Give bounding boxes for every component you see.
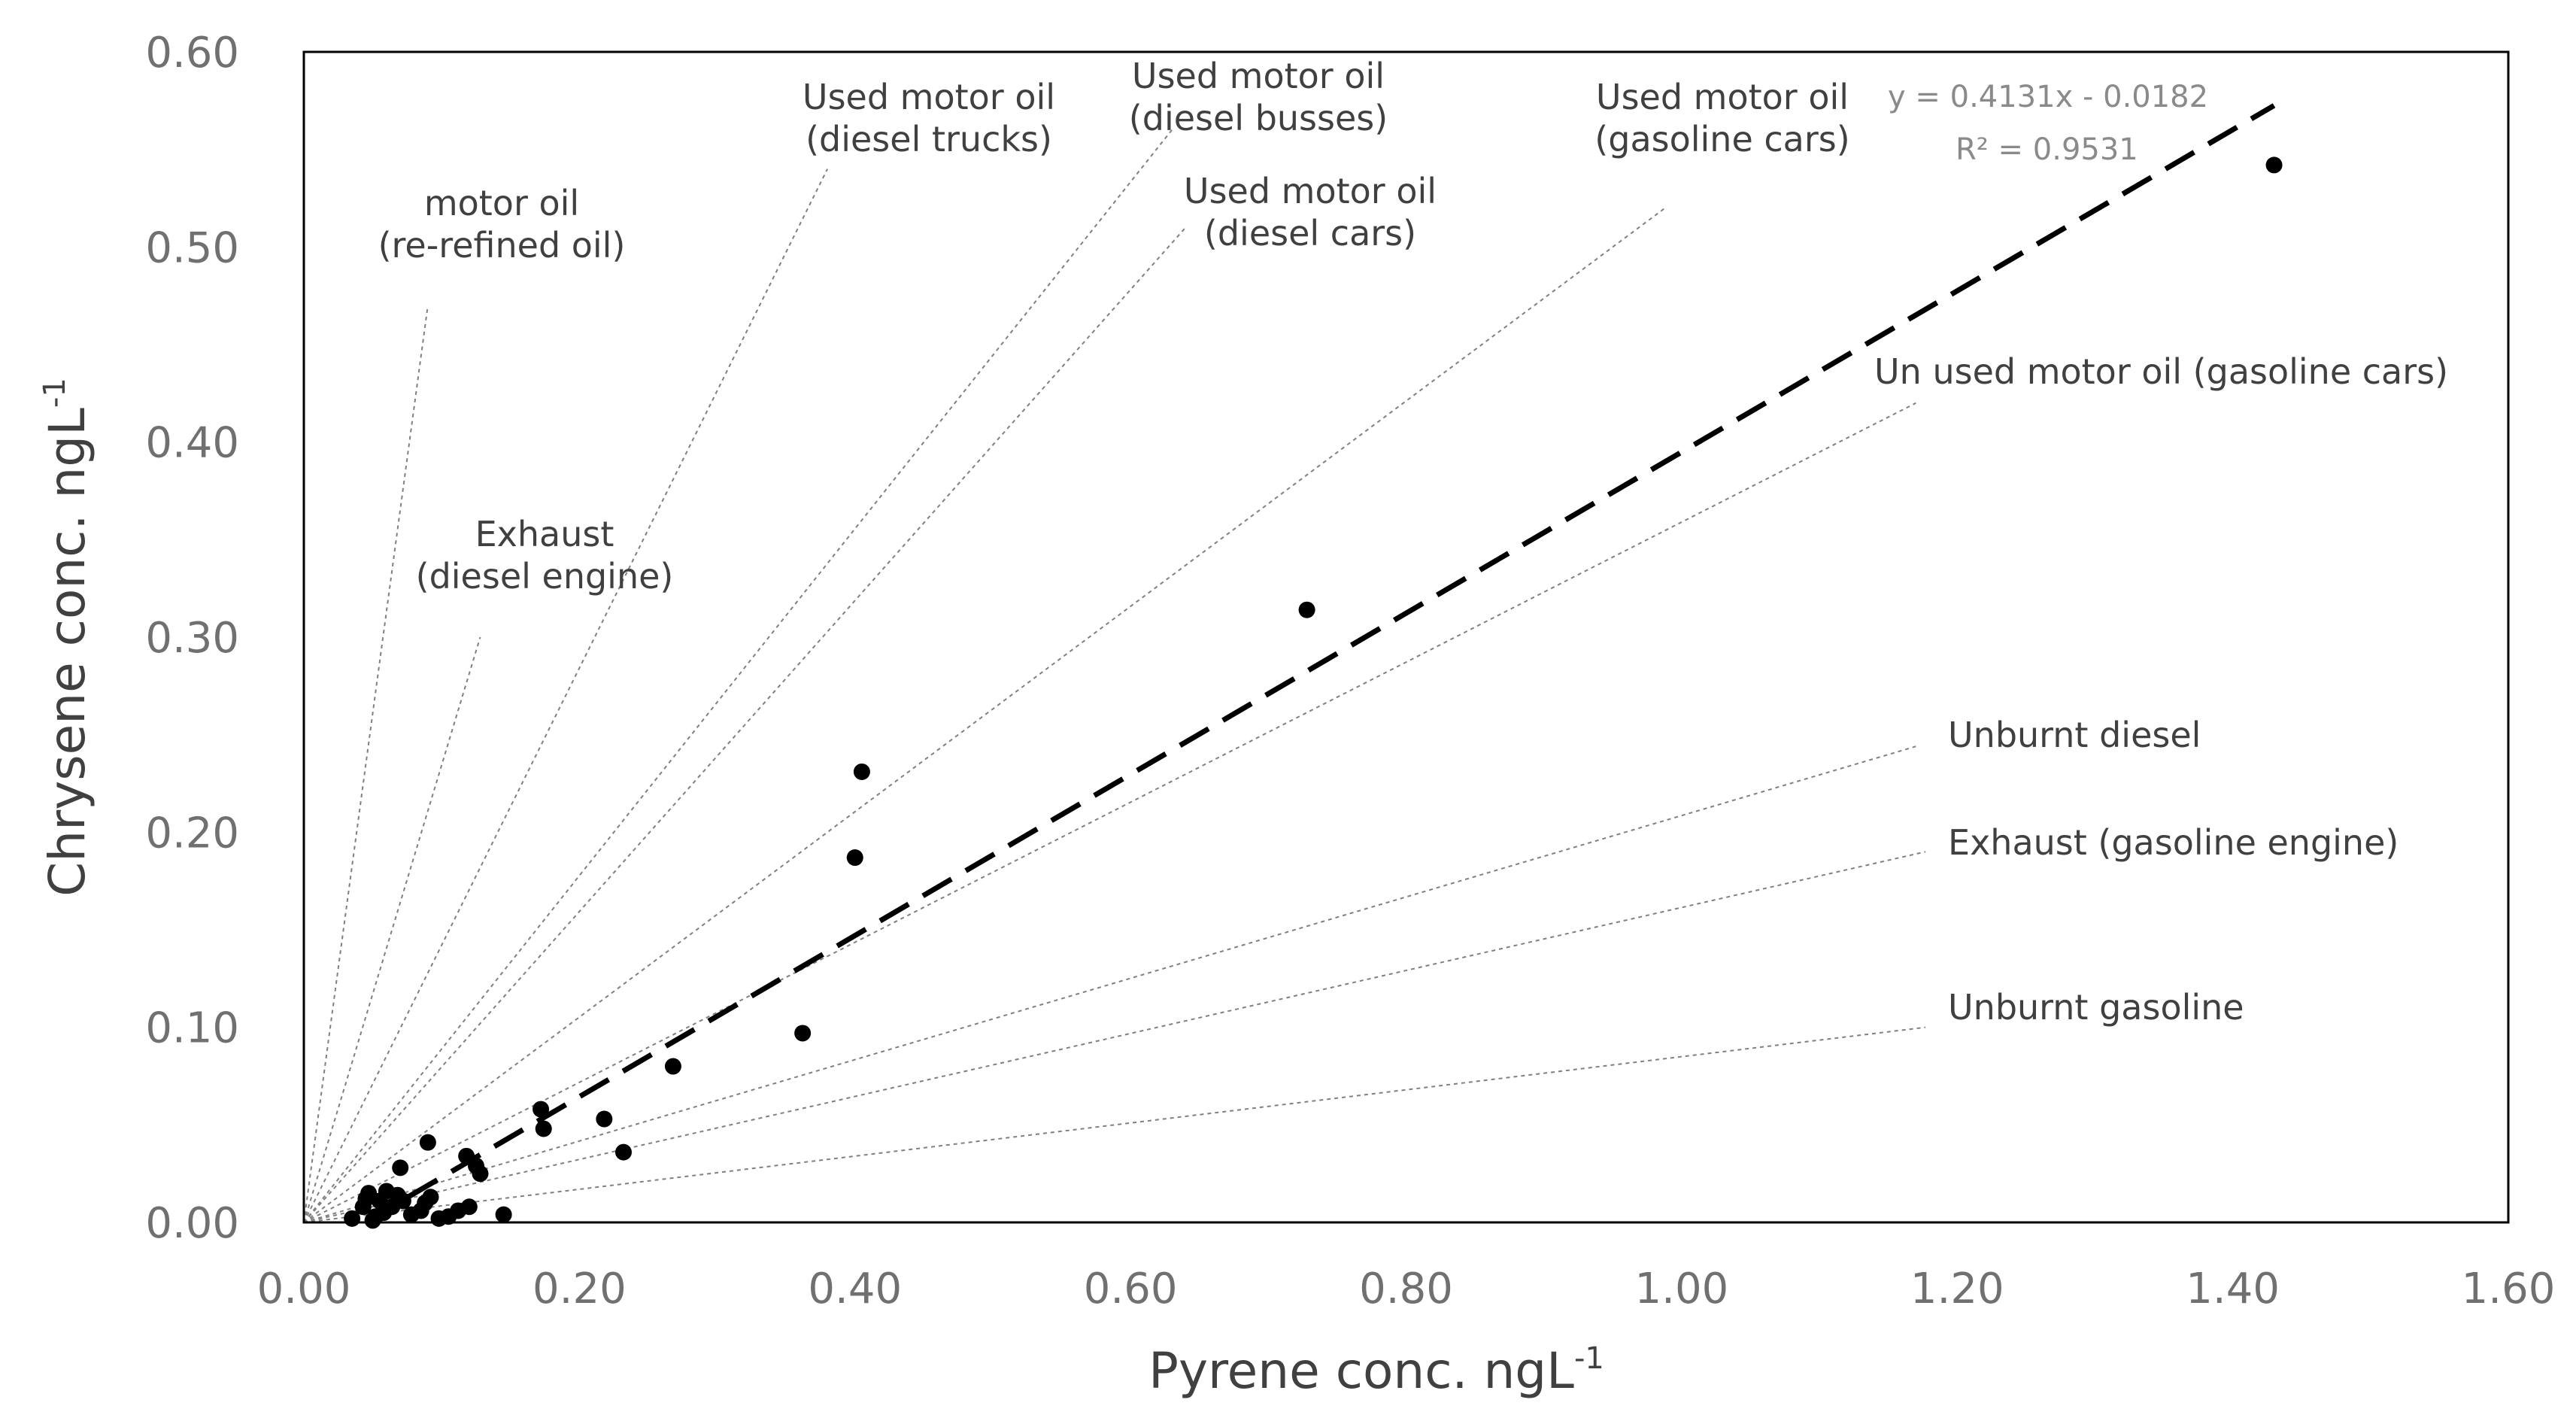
data-point bbox=[846, 849, 863, 867]
reference-line-label-line: (diesel busses) bbox=[1129, 98, 1388, 138]
data-point bbox=[794, 1025, 812, 1042]
reference-line-label-line: (diesel cars) bbox=[1204, 213, 1416, 254]
data-point bbox=[532, 1101, 550, 1118]
y-tick-label: 0.00 bbox=[145, 1199, 239, 1248]
reference-line-label: Exhaust (diesel engine) bbox=[416, 514, 674, 597]
reference-line-label: Unburnt diesel bbox=[1948, 715, 2201, 755]
y-tick-label: 0.20 bbox=[145, 809, 239, 858]
x-tick-label: 0.40 bbox=[808, 1265, 902, 1313]
reference-line bbox=[303, 1026, 1926, 1223]
reference-line-label-line: Used motor oil bbox=[1184, 171, 1437, 211]
reference-line-label-line: Unburnt diesel bbox=[1948, 715, 2201, 755]
reference-line bbox=[303, 745, 1916, 1223]
data-point bbox=[495, 1206, 512, 1223]
x-tick-label: 1.00 bbox=[1635, 1265, 1729, 1313]
y-tick-label: 0.50 bbox=[145, 223, 239, 272]
reference-line bbox=[303, 226, 1187, 1223]
x-tick-label: 0.80 bbox=[1359, 1265, 1453, 1313]
data-point bbox=[419, 1134, 436, 1151]
y-tick-label: 0.30 bbox=[145, 614, 239, 663]
reference-line-label: Used motor oil (gasoline cars) bbox=[1594, 77, 1849, 159]
reference-line-label-line: (re-refined oil) bbox=[378, 225, 626, 266]
reference-line-label-line: Unburnt gasoline bbox=[1948, 987, 2244, 1028]
x-tick-label: 1.60 bbox=[2462, 1265, 2556, 1313]
data-point bbox=[430, 1210, 448, 1227]
reference-line-label-line: motor oil bbox=[424, 183, 579, 223]
reference-line bbox=[303, 305, 429, 1223]
data-point bbox=[402, 1206, 420, 1223]
data-point bbox=[2265, 156, 2283, 174]
data-point bbox=[596, 1110, 613, 1128]
reference-lines bbox=[303, 129, 1926, 1223]
reference-line-label: Used motor oil (diesel busses) bbox=[1129, 56, 1388, 138]
x-tick-label: 0.60 bbox=[1084, 1265, 1178, 1313]
y-tick-labels: 0.00 0.10 0.20 0.30 0.40 0.50 0.60 bbox=[145, 29, 239, 1248]
reference-line-label: Exhaust (gasoline engine) bbox=[1948, 822, 2399, 863]
trendline-r-squared: R² = 0.9531 bbox=[1956, 132, 2138, 167]
reference-line-label: Used motor oil (diesel trucks) bbox=[803, 77, 1055, 159]
data-point bbox=[614, 1143, 632, 1161]
reference-line-label-line: Used motor oil bbox=[803, 77, 1055, 117]
reference-line-label-line: (diesel engine) bbox=[416, 556, 674, 597]
plot-frame bbox=[302, 50, 2510, 1224]
data-point bbox=[535, 1120, 552, 1137]
y-tick-label: 0.60 bbox=[145, 29, 239, 77]
trendline-group bbox=[364, 103, 2276, 1225]
reference-line-label: Un used motor oil (gasoline cars) bbox=[1874, 351, 2448, 392]
x-tick-label: 0.20 bbox=[532, 1265, 627, 1313]
reference-line bbox=[303, 851, 1926, 1223]
reference-line bbox=[303, 636, 481, 1223]
trendline-equation: y = 0.4131x - 0.0182 bbox=[1888, 80, 2208, 114]
data-point bbox=[1298, 601, 1315, 618]
y-axis-title: Chrysene conc. ngL-1 bbox=[38, 378, 96, 897]
data-point bbox=[344, 1210, 361, 1227]
data-point bbox=[458, 1147, 475, 1164]
reference-line bbox=[303, 402, 1916, 1223]
reference-line-label: motor oil (re-refined oil) bbox=[378, 183, 626, 266]
reference-line-label-line: Used motor oil bbox=[1596, 77, 1849, 117]
data-point bbox=[354, 1198, 372, 1216]
reference-line-label: Used motor oil (diesel cars) bbox=[1184, 171, 1437, 254]
x-axis-title: Pyrene conc. ngL-1 bbox=[1148, 1341, 1604, 1400]
x-tick-label: 0.00 bbox=[257, 1265, 351, 1313]
data-point bbox=[853, 763, 870, 780]
x-tick-labels: 0.00 0.20 0.40 0.60 0.80 1.00 1.20 1.40 1.60 bbox=[257, 1265, 2556, 1313]
reference-line-label-line: Used motor oil bbox=[1132, 56, 1385, 96]
data-point bbox=[364, 1212, 381, 1229]
trendline bbox=[364, 103, 2276, 1225]
reference-line-label-line: Exhaust bbox=[475, 514, 614, 554]
data-point bbox=[664, 1058, 681, 1075]
reference-line bbox=[303, 207, 1666, 1223]
reference-line-label: Unburnt gasoline bbox=[1948, 987, 2244, 1028]
data-points bbox=[344, 156, 2283, 1229]
reference-line bbox=[303, 169, 829, 1223]
x-tick-label: 1.20 bbox=[1910, 1265, 2004, 1313]
reference-line-label-line: (diesel trucks) bbox=[806, 119, 1052, 159]
x-tick-label: 1.40 bbox=[2186, 1265, 2280, 1313]
reference-line-label-line: (gasoline cars) bbox=[1594, 119, 1849, 159]
y-tick-label: 0.10 bbox=[145, 1004, 239, 1053]
reference-line-labels: motor oil (re-refined oil)Exhaust (diesel … bbox=[378, 56, 2449, 1028]
reference-line-label-line: Un used motor oil (gasoline cars) bbox=[1874, 351, 2448, 392]
reference-line-label-line: Exhaust (gasoline engine) bbox=[1948, 822, 2399, 863]
data-point bbox=[392, 1159, 409, 1177]
reference-line bbox=[303, 129, 1173, 1223]
y-tick-label: 0.40 bbox=[145, 419, 239, 468]
